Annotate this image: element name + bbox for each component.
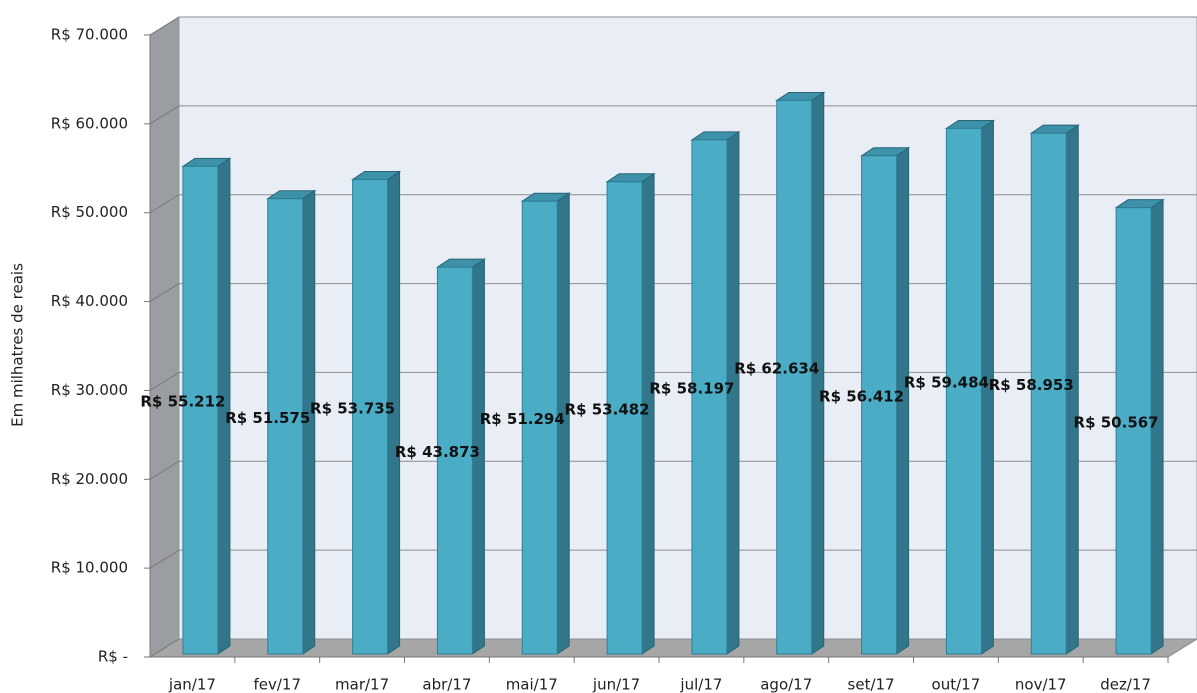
value-label: R$ 43.873	[395, 443, 480, 461]
value-label: R$ 50.567	[1074, 413, 1159, 431]
x-tick-label: ago/17	[760, 676, 812, 693]
y-tick-label: R$ -	[98, 648, 128, 666]
bar	[691, 139, 728, 655]
y-tick-label: R$ 20.000	[51, 470, 128, 488]
grid-line	[149, 549, 180, 569]
bar	[352, 179, 389, 655]
value-label: R$ 51.294	[480, 410, 565, 428]
y-tick-label: R$ 30.000	[51, 381, 128, 399]
grid-line	[149, 460, 180, 480]
bar	[945, 127, 982, 655]
x-tick-label: dez/17	[1100, 676, 1151, 693]
x-tick-label: fev/17	[253, 676, 301, 693]
x-tick-label: abr/17	[422, 676, 471, 693]
bar	[776, 99, 813, 655]
y-tick-label: R$ 60.000	[51, 114, 128, 132]
grid-line	[149, 372, 180, 391]
grid-line	[149, 105, 180, 125]
value-label: R$ 58.197	[649, 379, 734, 397]
x-tick-label: set/17	[848, 676, 895, 693]
bar	[521, 200, 558, 655]
y-tick-label: R$ 50.000	[51, 203, 128, 221]
y-axis-label: Em milhatres de reais	[9, 263, 27, 427]
bar	[861, 155, 898, 655]
value-label: R$ 51.575	[225, 409, 310, 427]
bar	[1115, 207, 1152, 655]
x-tick-label: nov/17	[1015, 676, 1067, 693]
x-tick-label: out/17	[932, 676, 981, 693]
grid-line	[149, 16, 180, 36]
bar	[267, 198, 304, 655]
y-tick-label: R$ 70.000	[51, 26, 128, 44]
grid-line	[149, 638, 180, 658]
value-label: R$ 62.634	[734, 360, 819, 378]
bar	[606, 181, 643, 655]
bar	[182, 165, 219, 655]
left-wall	[149, 16, 180, 658]
bar	[436, 266, 473, 655]
y-tick-label: R$ 10.000	[51, 559, 128, 577]
value-label: R$ 59.484	[904, 374, 989, 392]
grid-line	[149, 283, 180, 302]
y-tick-label: R$ 40.000	[51, 292, 128, 310]
x-tick-label: jul/17	[679, 676, 722, 693]
value-label: R$ 53.482	[565, 400, 650, 418]
bar	[1030, 132, 1067, 655]
value-label: R$ 53.735	[310, 399, 395, 417]
x-tick-label: mar/17	[335, 676, 389, 693]
x-tick-label: mai/17	[506, 676, 558, 693]
value-label: R$ 58.953	[989, 376, 1074, 394]
x-tick-label: jan/17	[168, 676, 216, 693]
grid-line	[149, 194, 180, 214]
value-label: R$ 55.212	[140, 393, 225, 411]
x-tick-label: jun/17	[592, 676, 640, 693]
value-label: R$ 56.412	[819, 387, 904, 405]
